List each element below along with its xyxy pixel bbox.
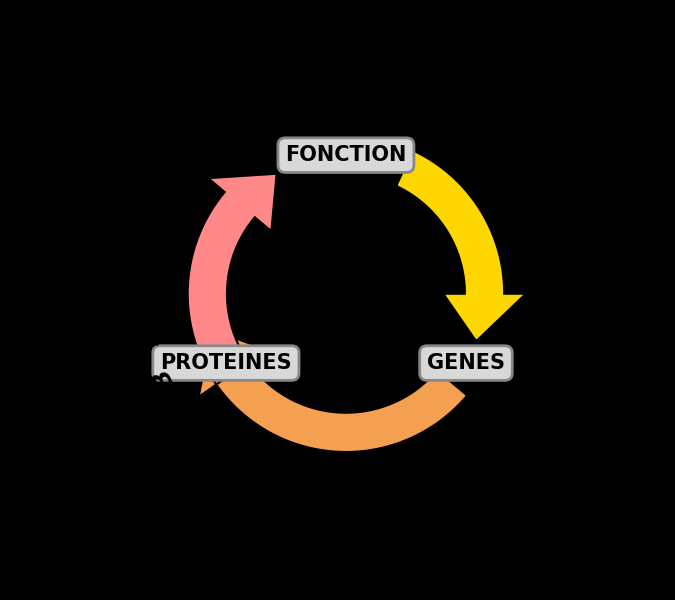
Text: o: o bbox=[532, 272, 553, 288]
Text: i: i bbox=[211, 123, 233, 148]
Text: i: i bbox=[138, 335, 163, 349]
Text: GENES: GENES bbox=[427, 353, 505, 373]
Text: r: r bbox=[139, 289, 159, 299]
Text: i: i bbox=[159, 184, 184, 203]
Text: e: e bbox=[436, 113, 458, 137]
Text: o: o bbox=[511, 197, 535, 218]
Text: i: i bbox=[142, 251, 163, 262]
Text: é: é bbox=[514, 196, 543, 221]
Text: l: l bbox=[296, 91, 307, 113]
Text: o: o bbox=[331, 87, 346, 107]
Text: B: B bbox=[521, 344, 545, 365]
Text: u: u bbox=[192, 145, 217, 169]
Text: i: i bbox=[531, 313, 551, 322]
Text: u: u bbox=[522, 347, 550, 371]
Text: e: e bbox=[142, 322, 164, 340]
Text: c: c bbox=[134, 257, 160, 275]
Text: h: h bbox=[142, 216, 170, 241]
Text: g: g bbox=[491, 163, 516, 187]
Text: PROTEINES: PROTEINES bbox=[160, 353, 292, 373]
Text: FONCTION: FONCTION bbox=[286, 145, 406, 165]
Text: t: t bbox=[528, 236, 554, 254]
Text: o: o bbox=[133, 295, 158, 313]
Text: e: e bbox=[506, 381, 535, 407]
Polygon shape bbox=[198, 329, 467, 452]
Text: q: q bbox=[532, 311, 558, 332]
Text: B: B bbox=[149, 365, 179, 392]
Text: G: G bbox=[437, 108, 468, 139]
Polygon shape bbox=[396, 151, 526, 341]
Text: l: l bbox=[525, 237, 547, 249]
Text: é: é bbox=[468, 132, 497, 161]
Text: n: n bbox=[493, 161, 523, 190]
Text: M: M bbox=[365, 88, 389, 111]
Text: m: m bbox=[177, 144, 212, 179]
Text: e: e bbox=[242, 100, 268, 129]
Text: i: i bbox=[468, 137, 487, 157]
Text: é: é bbox=[255, 102, 276, 126]
Text: c: c bbox=[222, 121, 244, 144]
Polygon shape bbox=[188, 174, 277, 385]
Text: l: l bbox=[171, 178, 191, 195]
Text: a: a bbox=[152, 210, 176, 230]
Text: i: i bbox=[535, 278, 559, 288]
